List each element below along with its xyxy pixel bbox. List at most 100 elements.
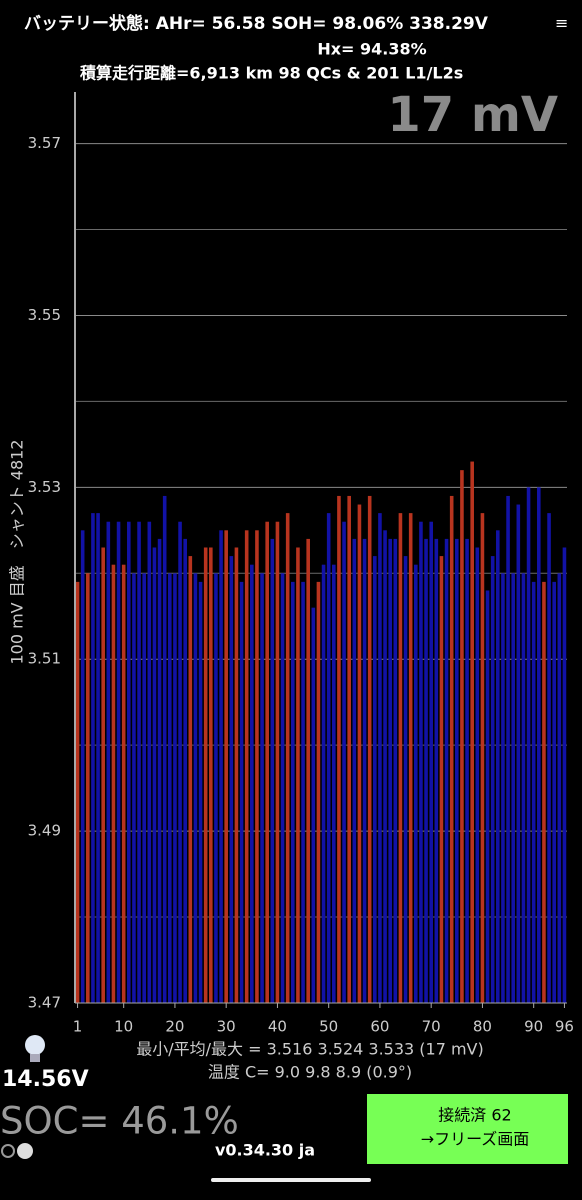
bar <box>501 573 505 1003</box>
bar <box>347 495 351 1003</box>
bar <box>244 530 249 1003</box>
x-tick-label: 20 <box>165 1018 184 1036</box>
voltage: 14.56V <box>2 1067 89 1092</box>
bar <box>470 461 474 1003</box>
toggle-icon[interactable] <box>1 1143 33 1159</box>
bar <box>383 530 387 1003</box>
bar <box>378 513 382 1003</box>
delta: 17 mV <box>387 87 558 143</box>
bar <box>183 538 187 1003</box>
bar <box>511 573 515 1003</box>
x-tick-label: 50 <box>319 1018 338 1036</box>
x-tick-label: 96 <box>555 1018 574 1036</box>
bar <box>203 547 208 1003</box>
bar <box>531 581 536 1003</box>
bar <box>229 556 234 1003</box>
bar <box>255 530 259 1003</box>
bar <box>373 556 377 1003</box>
bar <box>408 513 413 1003</box>
bar <box>526 487 531 1004</box>
bar <box>234 547 239 1003</box>
bar <box>321 564 326 1003</box>
x-tick-label: 90 <box>524 1018 543 1036</box>
menu-icon[interactable]: ≡ <box>555 14 568 33</box>
bar <box>552 581 556 1003</box>
bar <box>357 504 362 1003</box>
home-indicator[interactable] <box>211 1178 371 1182</box>
bar <box>291 581 295 1003</box>
button-line2[interactable]: →フリーズ画面 <box>421 1130 530 1149</box>
bar <box>265 521 269 1003</box>
x-tick-label: 80 <box>473 1018 492 1036</box>
x-tick-label: 60 <box>370 1018 389 1036</box>
bar <box>96 513 100 1003</box>
plot: 3.47 3.49 3.51 3.53 3.55 3.57 1 10 20 30 40 50 60 70 8… <box>28 92 574 1036</box>
bar <box>496 530 500 1003</box>
bar <box>306 538 310 1003</box>
bar <box>547 513 551 1003</box>
soc: SOC= 46.1% <box>0 1100 239 1143</box>
bar <box>485 590 490 1003</box>
header-line2: Hx= 94.38% <box>317 40 426 59</box>
bar <box>75 581 80 1003</box>
bar <box>542 581 546 1003</box>
bar <box>557 573 562 1003</box>
bar <box>147 521 152 1003</box>
y-axis-label: 100 mV 目盛 シャント 4812 <box>8 439 27 664</box>
bar <box>316 581 321 1003</box>
y-tick-label: 3.47 <box>28 994 61 1012</box>
bar <box>362 538 367 1003</box>
bar <box>106 521 111 1003</box>
bar <box>296 547 300 1003</box>
bar <box>173 573 177 1003</box>
bar <box>414 564 418 1003</box>
bar <box>434 538 439 1003</box>
bar <box>301 581 305 1003</box>
bar <box>337 495 341 1003</box>
bar <box>398 513 403 1003</box>
bar <box>152 547 157 1003</box>
header-line1: バッテリー状態: AHr= 56.58 SOH= 98.06% 338.29V <box>24 13 489 34</box>
bar <box>455 538 459 1003</box>
bar <box>132 573 136 1003</box>
x-tick-label: 40 <box>268 1018 287 1036</box>
bar <box>91 513 95 1003</box>
bar <box>388 538 392 1003</box>
bar <box>80 530 85 1003</box>
bar <box>285 513 290 1003</box>
bar <box>342 521 346 1003</box>
bar <box>198 581 203 1003</box>
freeze-button[interactable] <box>367 1094 568 1164</box>
x-tick-label: 30 <box>217 1018 236 1036</box>
bar <box>475 547 480 1003</box>
y-tick-label: 3.57 <box>28 134 61 152</box>
bar <box>157 538 162 1003</box>
bar <box>439 556 444 1003</box>
bar <box>101 547 105 1003</box>
y-tick-label: 3.49 <box>28 822 61 840</box>
bar <box>250 564 254 1003</box>
bar <box>214 573 218 1003</box>
bar <box>444 538 449 1003</box>
bar <box>480 513 485 1003</box>
bar <box>219 530 223 1003</box>
bar <box>280 573 285 1003</box>
bar <box>393 538 398 1003</box>
bar <box>537 487 541 1004</box>
bulb-icon[interactable] <box>25 1035 45 1062</box>
button-line1[interactable]: 接続済 62 <box>438 1106 511 1125</box>
stats-line1: 最小/平均/最大 = 3.516 3.524 3.533 (17 mV) <box>136 1040 484 1059</box>
bar <box>239 581 244 1003</box>
bar <box>429 521 433 1003</box>
bar <box>162 495 167 1003</box>
bar <box>168 573 172 1003</box>
bar <box>270 538 275 1003</box>
bar <box>275 521 280 1003</box>
bar <box>419 521 423 1003</box>
bar <box>142 573 146 1003</box>
bar <box>326 513 331 1003</box>
bar <box>311 607 316 1003</box>
bar <box>506 495 510 1003</box>
stats-line2: 温度 C= 9.0 9.8 8.9 (0.9°) <box>208 1063 412 1082</box>
bar <box>209 547 213 1003</box>
